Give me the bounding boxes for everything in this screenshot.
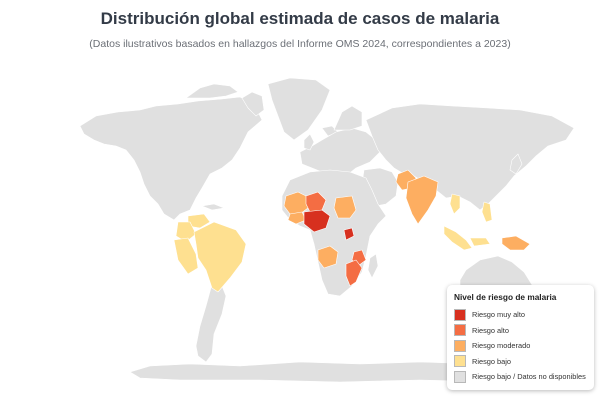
region-peru xyxy=(173,237,199,275)
region-papua-new-guinea xyxy=(501,235,531,251)
legend-swatch xyxy=(454,308,466,321)
region-india xyxy=(405,175,439,225)
legend-label: Riesgo muy alto xyxy=(472,310,525,319)
region-angola xyxy=(317,245,339,269)
region-nigeria xyxy=(303,209,331,233)
legend-swatch xyxy=(454,339,466,352)
legend-swatch xyxy=(454,355,466,367)
region-myanmar xyxy=(449,193,461,215)
region-philippines xyxy=(481,201,493,223)
map-title: Distribución global estimada de casos de… xyxy=(100,9,500,28)
legend-label: Riesgo bajo / Datos no disponibles xyxy=(472,372,586,381)
region-drc xyxy=(343,227,355,241)
region-mali xyxy=(283,191,309,215)
arctic-islands xyxy=(185,83,239,99)
region-burkina-faso xyxy=(287,211,307,225)
africa-landmass xyxy=(281,169,387,297)
legend-label: Riesgo moderado xyxy=(472,341,531,350)
region-indonesia xyxy=(443,225,491,251)
region-sudan xyxy=(333,195,357,219)
legend-label: Riesgo bajo xyxy=(472,356,512,366)
legend-title: Nivel de riesgo de malaria xyxy=(454,292,557,302)
map-subtitle: (Datos ilustrativos basados en hallazgos… xyxy=(89,38,511,50)
legend-label: Riesgo alto xyxy=(472,325,509,335)
region-colombia xyxy=(175,221,197,243)
europe-landmass xyxy=(299,127,381,177)
scandinavia xyxy=(333,105,363,131)
asia-landmass xyxy=(365,103,575,211)
legend-swatch xyxy=(454,370,466,383)
japan xyxy=(509,153,523,175)
region-mozambique xyxy=(345,259,363,287)
region-brazil xyxy=(193,221,247,293)
baffin-island xyxy=(241,91,265,117)
cuba xyxy=(201,203,225,211)
madagascar xyxy=(367,253,379,279)
map-legend: Nivel de riesgo de malaria Riesgo muy al… xyxy=(447,285,594,390)
legend-swatch xyxy=(454,324,466,336)
greenland xyxy=(267,77,331,141)
legend-item-moderate: Riesgo moderado xyxy=(454,338,587,353)
legend-item-low: Riesgo bajo xyxy=(454,354,587,369)
uk xyxy=(303,133,315,151)
legend-item-high: Riesgo alto xyxy=(454,323,587,338)
legend-item-very-high: Riesgo muy alto xyxy=(454,307,587,322)
legend-item-no-data: Riesgo bajo / Datos no disponibles xyxy=(454,369,587,384)
north-america-landmass xyxy=(79,96,263,221)
